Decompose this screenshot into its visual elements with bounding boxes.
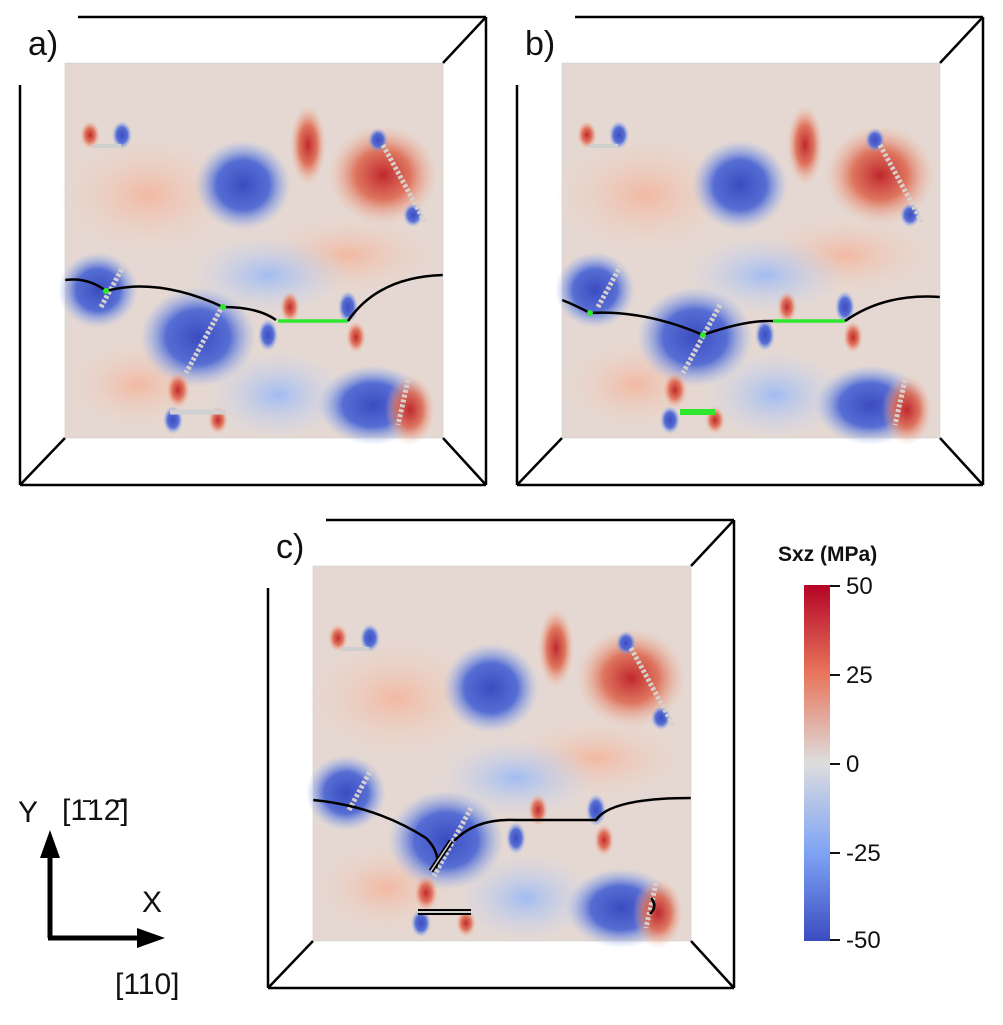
colorbar-tick <box>830 852 840 854</box>
panel-c-box <box>266 518 736 990</box>
panel-a: a) <box>18 15 488 487</box>
colorbar-tick-label: -25 <box>846 840 881 867</box>
panel-a-label: a) <box>24 27 63 61</box>
colorbar-title: Sxz (MPa) <box>778 543 878 566</box>
y-direction-label: [1̄12̄] <box>62 794 129 827</box>
colorbar-tick-label: 25 <box>846 662 873 689</box>
colorbar-tick <box>830 763 840 765</box>
panel-c-label: c) <box>272 530 309 564</box>
panel-a-box <box>18 15 488 487</box>
colorbar-tick-label: -50 <box>846 927 881 954</box>
colorbar: Sxz (MPa) 50 25 0 -25 -50 <box>770 535 920 955</box>
colorbar-tick <box>830 674 840 676</box>
panel-b-box <box>515 15 985 487</box>
axes-arrows <box>40 830 165 948</box>
colorbar-tick <box>830 585 840 587</box>
y-axis-label: Y <box>18 796 39 829</box>
colorbar-gradient <box>804 585 830 941</box>
colorbar-tick-label: 50 <box>846 573 873 600</box>
colorbar-tick <box>830 939 840 941</box>
panel-b: b) <box>515 15 985 487</box>
panel-b-label: b) <box>521 27 560 61</box>
colorbar-tick-label: 0 <box>846 751 860 778</box>
panel-c: c) <box>266 518 736 990</box>
x-axis-label: X <box>142 886 163 919</box>
coordinate-axes: Y [1̄12̄] X [110] <box>0 790 220 1010</box>
x-direction-label: [110] <box>115 968 180 1001</box>
